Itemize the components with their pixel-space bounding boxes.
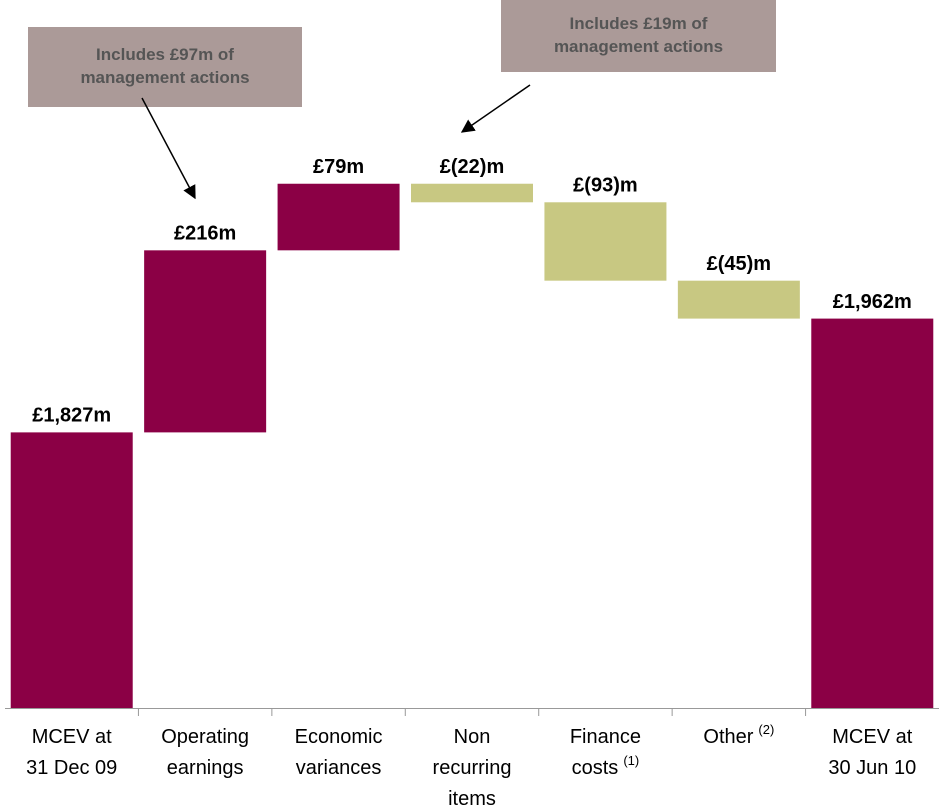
value-label: £(45)m — [707, 253, 771, 275]
annotation-box — [28, 27, 302, 107]
x-tick-label-line: 30 Jun 10 — [828, 757, 916, 779]
bar — [544, 202, 667, 281]
bar — [144, 250, 267, 433]
bar — [277, 183, 400, 251]
bar — [811, 318, 934, 708]
x-tick-label: Operating earnings — [161, 726, 249, 779]
bar — [10, 432, 133, 708]
x-tick-label-line: Non — [454, 726, 491, 748]
annotation-line: Includes £19m of — [570, 14, 708, 33]
value-label: £216m — [174, 223, 236, 245]
x-tick-label-line: Operating — [161, 726, 249, 748]
value-label: £(22)m — [440, 156, 504, 178]
x-tick-label-line: earnings — [167, 757, 244, 779]
x-tick-label: Non recurring items — [433, 726, 512, 807]
value-label: £1,827m — [32, 405, 111, 427]
x-tick-label: MCEV at 30 Jun 10 — [828, 726, 916, 779]
x-tick-label-line: Economic — [295, 726, 383, 748]
footnote-mark: (1) — [623, 753, 639, 768]
x-tick-label: Finance costs (1) — [570, 726, 641, 779]
annotation-text: Includes £19m of management actions — [554, 14, 723, 56]
annotation-arrow — [460, 84, 531, 133]
x-tick-label-line: Other — [703, 726, 753, 748]
footnote-mark: (2) — [758, 722, 774, 737]
annotation-arrow — [141, 97, 196, 200]
x-tick-label-line: variances — [296, 757, 382, 779]
x-tick-label: Other (2) — [703, 722, 774, 748]
x-tick-label: Economic variances — [295, 726, 383, 779]
annotation-box — [501, 0, 776, 72]
bar — [677, 280, 800, 319]
value-label: £1,962m — [833, 291, 912, 313]
annotation-text: Includes £97m of management actions — [80, 45, 249, 87]
x-tick-label-line: items — [448, 788, 496, 807]
annotation-line: management actions — [554, 37, 723, 56]
annotation-line: Includes £97m of — [96, 45, 234, 64]
x-tick-label-line: 31 Dec 09 — [26, 757, 117, 779]
value-label: £(93)m — [573, 175, 637, 197]
bar — [411, 183, 533, 203]
x-tick-label: MCEV at 31 Dec 09 — [26, 726, 117, 779]
annotation-line: management actions — [80, 68, 249, 87]
x-tick-label-line: MCEV at — [32, 726, 112, 748]
x-tick-label-line: Finance — [570, 726, 641, 748]
x-tick-label-line: costs — [572, 757, 619, 779]
value-label: £79m — [313, 156, 364, 178]
x-tick-label-line: MCEV at — [832, 726, 912, 748]
x-tick-label-line: recurring — [433, 757, 512, 779]
